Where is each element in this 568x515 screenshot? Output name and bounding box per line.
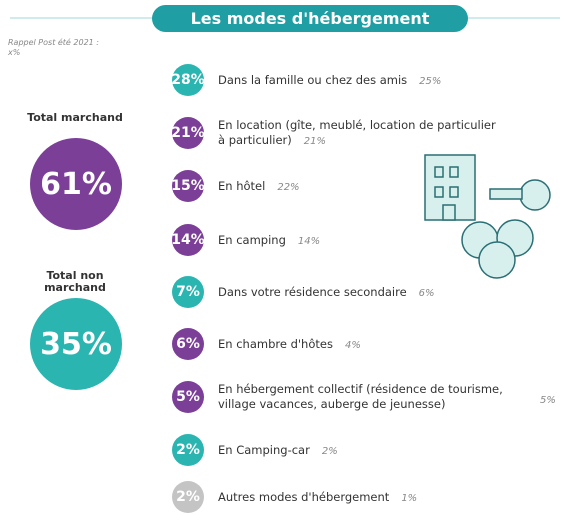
- item-label-line: En Camping-car 2%: [218, 443, 338, 459]
- item-label-line: Dans la famille ou chez des amis 25%: [218, 73, 441, 89]
- title: Les modes d'hébergement: [152, 5, 468, 32]
- item-circle: 6%: [172, 328, 204, 360]
- item-previous: 14%: [297, 235, 321, 247]
- item-label: Dans la famille ou chez des amis 25%: [218, 73, 441, 89]
- item-previous: 22%: [277, 181, 300, 193]
- total-label-line: Total non: [46, 269, 104, 282]
- item-label-text: village vacances, auberge de jeunesse): [218, 397, 446, 411]
- item-circle: 2%: [172, 481, 204, 513]
- item-circle: 14%: [171, 224, 205, 256]
- item-label-text: En hôtel: [218, 178, 266, 193]
- item-circle: 7%: [172, 276, 204, 308]
- item-label-line: Autres modes d'hébergement 1%: [218, 490, 417, 506]
- item-label-text: Dans la famille ou chez des amis: [218, 72, 408, 87]
- item-label-text: En chambre d'hôtes: [218, 336, 333, 351]
- total-label-line: Total marchand: [27, 111, 123, 124]
- item-label-line: En camping 14%: [218, 233, 320, 249]
- item-label: Autres modes d'hébergement 1%: [218, 490, 417, 506]
- item-label-line: à particulier) 21%: [218, 133, 496, 149]
- item-label-line: En hôtel 22%: [218, 179, 300, 195]
- total-circle: 35%: [30, 298, 122, 390]
- item-label: En Camping-car 2%: [218, 443, 338, 459]
- item-circle: 5%: [172, 381, 204, 413]
- item-label-line: En chambre d'hôtes 4%: [218, 337, 361, 353]
- total-label: Total non marchand: [15, 270, 135, 294]
- total-label: Total marchand: [15, 112, 135, 124]
- item-previous: 2%: [321, 445, 338, 457]
- item-label-text: Autres modes d'hébergement: [218, 489, 390, 504]
- item-previous: 1%: [401, 492, 418, 504]
- note: Rappel Post été 2021 : x%: [8, 38, 99, 58]
- item-label: En hébergement collectif (résidence de t…: [218, 382, 503, 412]
- item-label-text: En Camping-car: [218, 442, 310, 457]
- item-circle: 28%: [171, 64, 205, 96]
- item-circle: 2%: [172, 434, 204, 466]
- item-previous: 25%: [419, 75, 442, 87]
- item-label: En hôtel 22%: [218, 179, 300, 195]
- item-label-line: En hébergement collectif (résidence de t…: [218, 382, 503, 397]
- item-label-line: village vacances, auberge de jeunesse): [218, 397, 503, 412]
- item-label: En location (gîte, meublé, location de p…: [218, 118, 496, 149]
- item-previous: 4%: [344, 339, 361, 351]
- item-label-line: En location (gîte, meublé, location de p…: [218, 118, 496, 133]
- item-previous: 6%: [418, 287, 435, 299]
- item-previous: 21%: [303, 136, 327, 147]
- item-label-text: à particulier): [218, 133, 292, 147]
- item-circle: 21%: [171, 117, 205, 149]
- total-label-line: marchand: [44, 281, 106, 294]
- item-label-text: En camping: [218, 232, 286, 247]
- illustration: [424, 154, 551, 279]
- item-label: Dans votre résidence secondaire 6%: [218, 285, 435, 301]
- item-label-text: Dans votre résidence secondaire: [218, 284, 407, 299]
- item-previous: 5%: [540, 395, 556, 406]
- item-label: En camping 14%: [218, 233, 320, 249]
- item-label-text: En location (gîte, meublé, location de p…: [218, 118, 496, 132]
- item-label-text: En hébergement collectif (résidence de t…: [218, 382, 503, 396]
- item-circle: 15%: [171, 170, 205, 202]
- note-line: Rappel Post été 2021 :: [8, 38, 99, 47]
- item-label-line: Dans votre résidence secondaire 6%: [218, 285, 435, 301]
- item-label: En chambre d'hôtes 4%: [218, 337, 361, 353]
- total-circle: 61%: [30, 138, 122, 230]
- note-line: x%: [8, 48, 21, 57]
